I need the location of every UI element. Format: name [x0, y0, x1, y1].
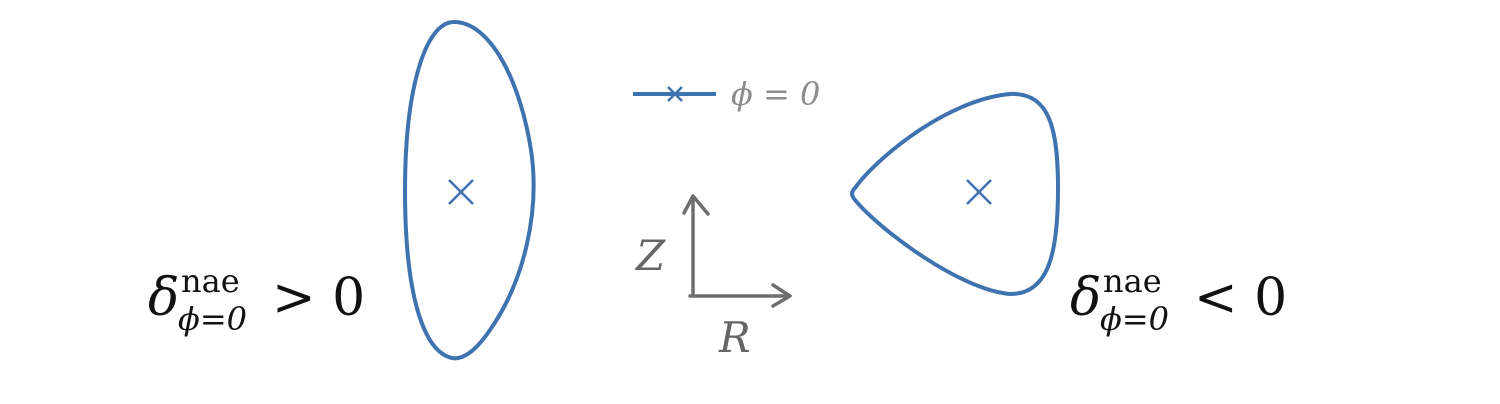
- coordinate-axes: [682, 194, 792, 308]
- left-triangularity-label: δ nae ϕ=0 > 0: [148, 262, 365, 338]
- r-axis-label: R: [718, 313, 751, 362]
- left-subscript: ϕ=0: [178, 300, 247, 338]
- r-axis-arrowhead-icon: [771, 283, 792, 308]
- right-superscript: nae: [1103, 262, 1162, 300]
- legend-label: ϕ = 0: [731, 75, 820, 113]
- left-axis-marker: [448, 179, 474, 205]
- left-relation: > 0: [272, 268, 365, 328]
- z-axis-label: Z: [634, 231, 666, 280]
- legend: ϕ = 0: [633, 75, 820, 113]
- left-superscript: nae: [181, 262, 240, 300]
- z-axis-arrowhead-icon: [682, 194, 710, 216]
- right-delta-symbol: δ: [1070, 268, 1101, 328]
- right-axis-marker: [966, 179, 992, 205]
- right-cross-section-curve: [850, 91, 1061, 297]
- right-relation: < 0: [1194, 268, 1287, 328]
- left-delta-symbol: δ: [148, 268, 179, 328]
- legend-marker-icon: [667, 86, 683, 102]
- right-triangularity-label: δ nae ϕ=0 < 0: [1070, 262, 1287, 338]
- right-subscript: ϕ=0: [1100, 300, 1169, 338]
- left-cross-section-curve: [402, 19, 536, 361]
